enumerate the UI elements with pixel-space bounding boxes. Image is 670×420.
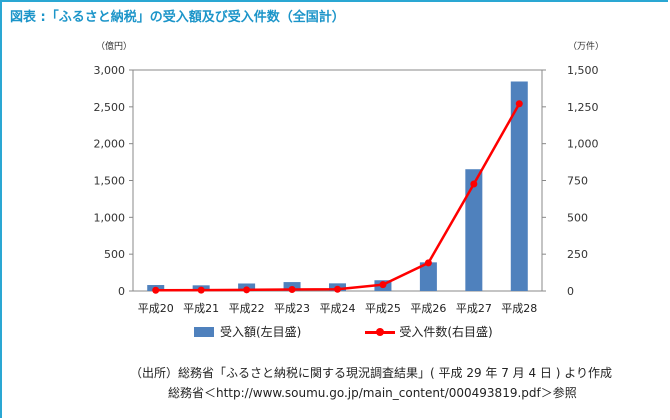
source-reference: 総務省＜http://www.soumu.go.jp/main_content/… [168,386,577,400]
left-tick-label: 500 [104,248,125,261]
x-tick-label: 平成20 [138,302,174,315]
x-tick-label: 平成26 [410,302,446,315]
right-tick-label: 0 [567,285,574,298]
left-tick-label: 1,500 [94,175,126,188]
count-point-平成25 [379,281,387,289]
count-point-平成27 [470,180,478,188]
right-tick-label: 250 [567,248,588,261]
right-tick-label: 500 [567,211,588,224]
count-point-平成23 [288,286,296,294]
count-point-平成20 [152,286,160,294]
left-tick-label: 2,000 [94,138,126,151]
x-tick-label: 平成28 [501,302,537,315]
right-tick-label: 1,500 [567,64,599,77]
x-tick-label: 平成23 [274,302,310,315]
count-line [155,103,521,292]
right-tick-label: 1,250 [567,101,599,114]
chart-title: 図表 :「ふるさと納税」の受入額及び受入件数（全国計） [10,10,345,25]
count-point-平成22 [243,286,251,294]
right-tick-label: 750 [567,175,588,188]
count-point-平成28 [515,100,523,108]
legend-bar-swatch [194,326,214,337]
bar-平成27 [465,169,483,291]
x-tick-label: 平成24 [320,302,356,315]
left-axis-unit: （億円） [96,42,133,52]
legend-bar-label: 受入額(左目盛) [220,325,302,339]
legend: 受入額(左目盛) 受入件数(右目盛) [194,323,493,340]
left-tick-label: 1,000 [94,211,126,224]
legend-line-swatch [365,327,396,337]
left-tick-label: 2,500 [94,101,126,114]
right-tick-label: 1,000 [567,138,599,151]
bar-平成28 [510,81,528,291]
count-point-平成21 [197,286,205,294]
legend-line-label: 受入件数(右目盛) [399,325,493,339]
left-tick-label: 3,000 [94,64,126,77]
count-point-平成24 [334,285,341,293]
count-point-平成26 [424,259,432,267]
source-note: （出所）総務省「ふるさと納税に関する現況調査結果」( 平成 29 年 7 月 4… [130,366,612,380]
right-axis-unit: （万件） [568,42,605,52]
bar-平成26 [419,262,437,291]
x-tick-label: 平成21 [183,302,219,315]
left-tick-label: 0 [118,285,125,298]
x-tick-label: 平成27 [456,302,492,315]
x-tick-label: 平成22 [229,302,265,315]
x-tick-label: 平成25 [365,302,401,315]
